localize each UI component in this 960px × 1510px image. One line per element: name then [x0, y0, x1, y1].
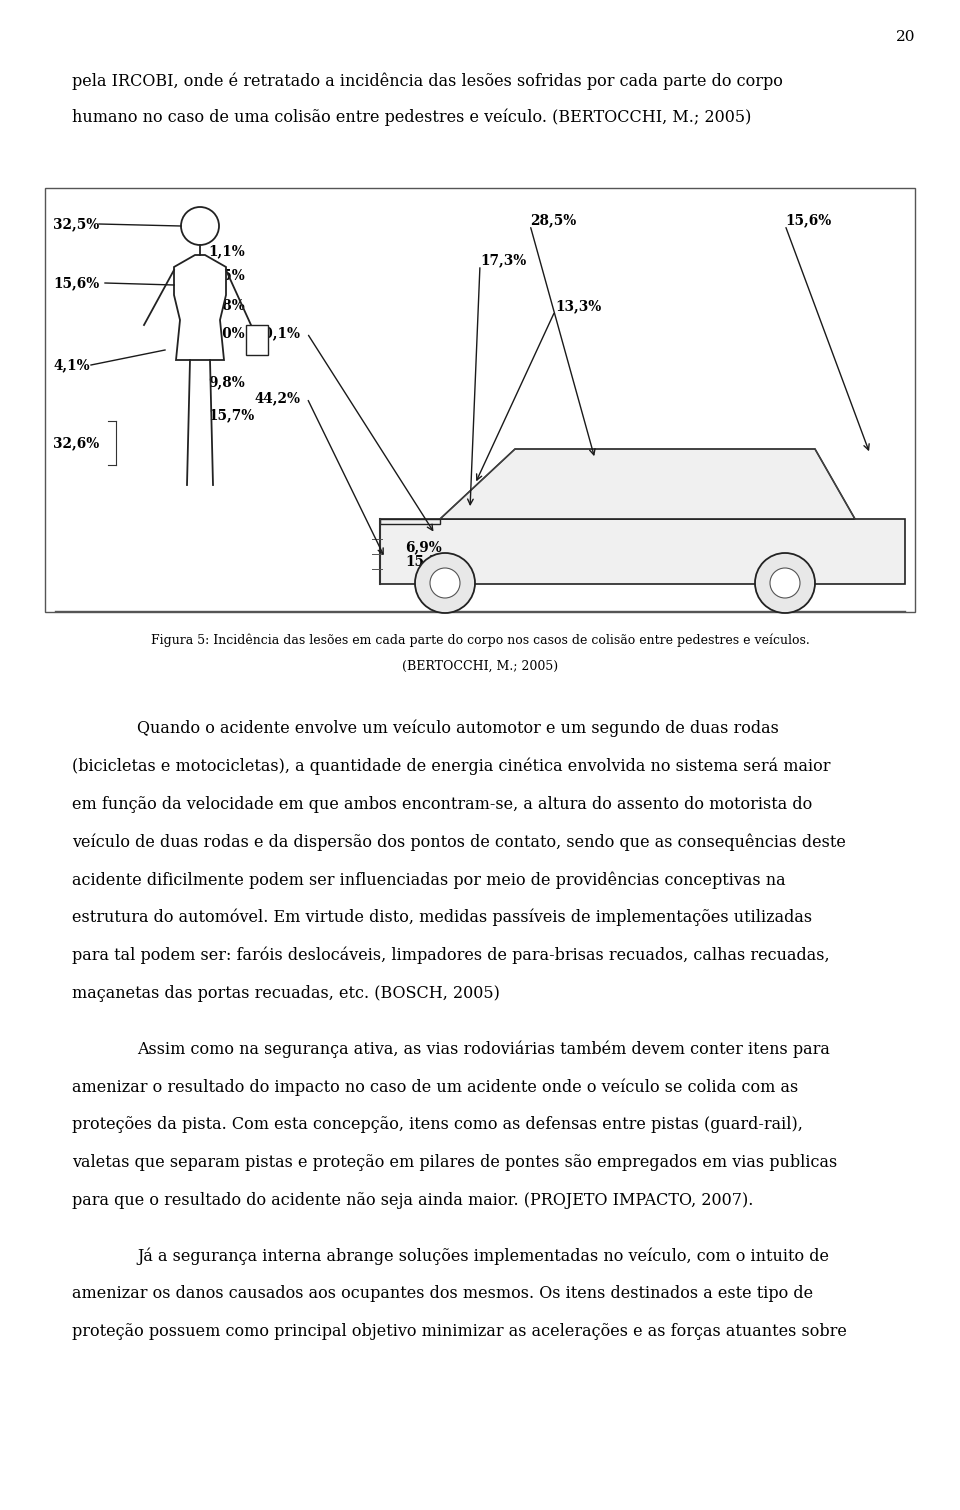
- Text: (BERTOCCHI, M.; 2005): (BERTOCCHI, M.; 2005): [402, 660, 558, 673]
- Text: 32,6%: 32,6%: [53, 436, 99, 450]
- Text: 9,8%: 9,8%: [208, 374, 245, 390]
- Text: 13,3%: 13,3%: [555, 299, 601, 313]
- Text: 28,5%: 28,5%: [530, 213, 576, 226]
- Bar: [380, 519, 905, 584]
- Text: 15,6%: 15,6%: [53, 276, 99, 290]
- Polygon shape: [380, 519, 440, 524]
- Text: 8,5%: 8,5%: [208, 267, 245, 282]
- Text: em função da velocidade em que ambos encontram-se, a altura do assento do motori: em função da velocidade em que ambos enc…: [72, 796, 812, 812]
- Text: para que o resultado do acidente não seja ainda maior. (PROJETO IMPACTO, 2007).: para que o resultado do acidente não sej…: [72, 1191, 754, 1208]
- Circle shape: [770, 568, 800, 598]
- Text: 32,5%: 32,5%: [53, 217, 99, 231]
- Bar: [45, 189, 915, 612]
- Text: humano no caso de uma colisão entre pedestres e veículo. (BERTOCCHI, M.; 2005): humano no caso de uma colisão entre pede…: [72, 109, 752, 125]
- Text: 44,2%: 44,2%: [255, 391, 301, 405]
- Text: 20: 20: [896, 30, 915, 44]
- Circle shape: [181, 207, 219, 245]
- Text: 40,1%: 40,1%: [255, 326, 301, 340]
- Polygon shape: [174, 255, 226, 359]
- Text: para tal podem ser: faróis deslocáveis, limpadores de para-brisas recuados, calh: para tal podem ser: faróis deslocáveis, …: [72, 947, 829, 965]
- Text: estrutura do automóvel. Em virtude disto, medidas passíveis de implementações ut: estrutura do automóvel. Em virtude disto…: [72, 909, 812, 927]
- Circle shape: [755, 553, 815, 613]
- Text: 15,6%: 15,6%: [785, 213, 831, 226]
- Text: pela IRCOBI, onde é retratado a incidência das lesões sofridas por cada parte do: pela IRCOBI, onde é retratado a incidênc…: [72, 72, 782, 89]
- Text: Assim como na segurança ativa, as vias rodoviárias também devem conter itens par: Assim como na segurança ativa, as vias r…: [137, 1040, 829, 1059]
- Text: 6,0%: 6,0%: [208, 326, 245, 340]
- Bar: [246, 325, 268, 355]
- Text: proteções da pista. Com esta concepção, itens como as defensas entre pistas (gua: proteções da pista. Com esta concepção, …: [72, 1116, 803, 1132]
- Polygon shape: [440, 448, 855, 519]
- Text: acidente dificilmente podem ser influenciadas por meio de providências conceptiv: acidente dificilmente podem ser influenc…: [72, 871, 785, 889]
- Circle shape: [415, 553, 475, 613]
- Text: 6,9%: 6,9%: [405, 541, 442, 554]
- Text: Quando o acidente envolve um veículo automotor e um segundo de duas rodas: Quando o acidente envolve um veículo aut…: [137, 720, 779, 737]
- Text: valetas que separam pistas e proteção em pilares de pontes são empregados em via: valetas que separam pistas e proteção em…: [72, 1154, 837, 1170]
- Text: veículo de duas rodas e da dispersão dos pontos de contato, sendo que as consequ: veículo de duas rodas e da dispersão dos…: [72, 834, 846, 852]
- Circle shape: [430, 568, 460, 598]
- Text: 15,7%: 15,7%: [208, 408, 254, 421]
- Text: 4,1%: 4,1%: [53, 358, 89, 371]
- Text: 17,3%: 17,3%: [480, 254, 526, 267]
- Text: 15,3%: 15,3%: [405, 554, 451, 568]
- Text: 2,8%: 2,8%: [208, 297, 245, 313]
- Text: amenizar os danos causados aos ocupantes dos mesmos. Os itens destinados a este : amenizar os danos causados aos ocupantes…: [72, 1285, 813, 1302]
- Text: proteção possuem como principal objetivo minimizar as acelerações e as forças at: proteção possuem como principal objetivo…: [72, 1323, 847, 1339]
- Text: Já a segurança interna abrange soluções implementadas no veículo, com o intuito : Já a segurança interna abrange soluções …: [137, 1247, 829, 1265]
- Text: Figura 5: Incidência das lesões em cada parte do corpo nos casos de colisão entr: Figura 5: Incidência das lesões em cada …: [151, 634, 809, 648]
- Text: (bicicletas e motocicletas), a quantidade de energia cinética envolvida no siste: (bicicletas e motocicletas), a quantidad…: [72, 758, 830, 775]
- Text: 1,1%: 1,1%: [208, 245, 245, 258]
- Text: maçanetas das portas recuadas, etc. (BOSCH, 2005): maçanetas das portas recuadas, etc. (BOS…: [72, 985, 500, 1001]
- Text: amenizar o resultado do impacto no caso de um acidente onde o veículo se colida : amenizar o resultado do impacto no caso …: [72, 1078, 799, 1096]
